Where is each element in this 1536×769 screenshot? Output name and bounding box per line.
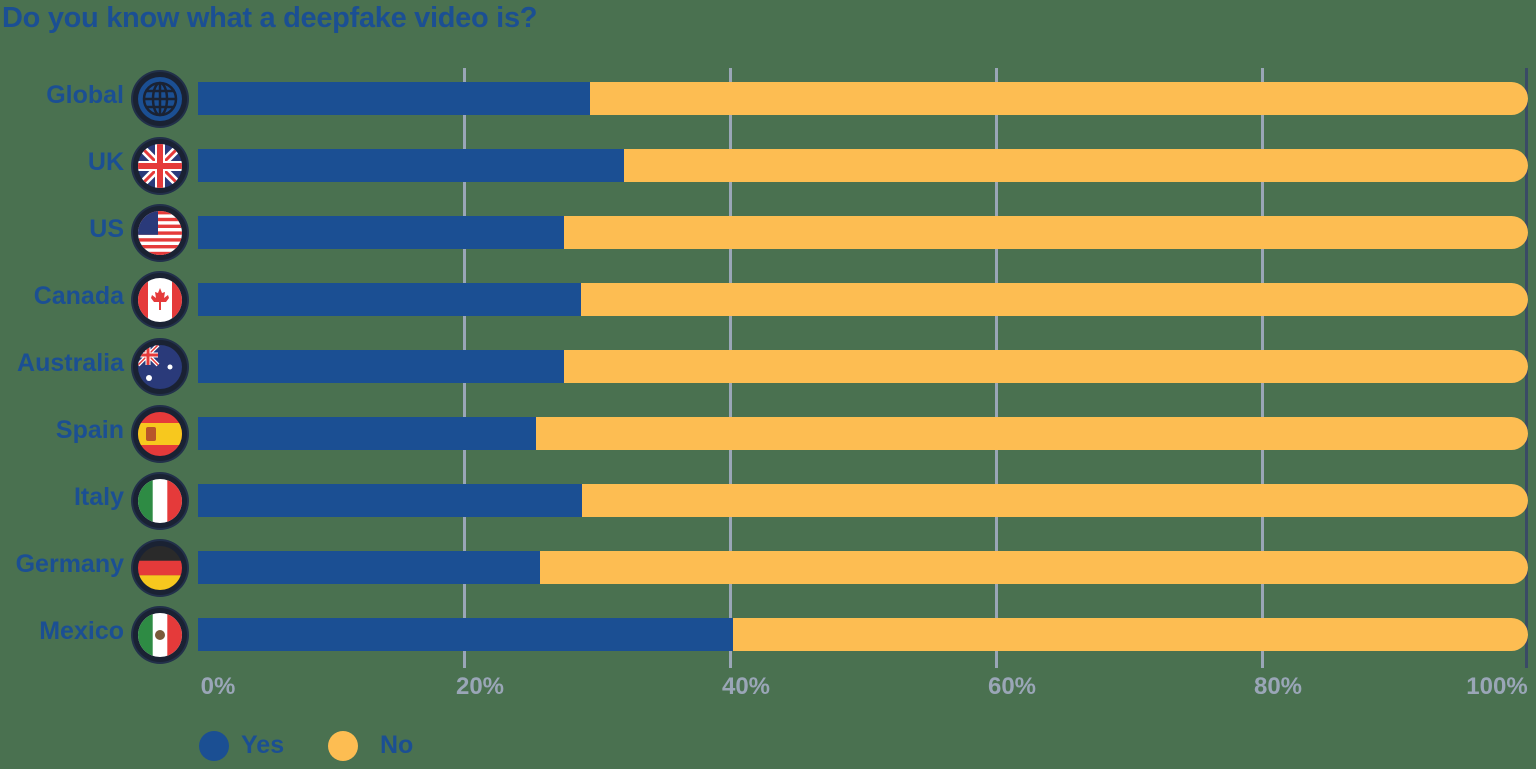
australia-flag-icon [133,340,187,394]
bar-yes[interactable] [198,618,733,651]
chart-row: UK [0,139,1536,193]
bar-yes[interactable] [198,551,540,584]
x-tick: 40% [721,673,771,700]
stacked-bar[interactable] [198,551,1528,584]
chart-row: Italy [0,474,1536,528]
chart-row: Canada [0,273,1536,327]
legend-yes-label: Yes [241,731,285,759]
bar-no[interactable] [564,350,1528,383]
bar-yes[interactable] [198,283,581,316]
stacked-bar[interactable] [198,216,1528,249]
bar-yes[interactable] [198,216,564,249]
bar-no[interactable] [582,484,1528,517]
legend-no-label: No [380,731,414,759]
bar-no[interactable] [564,216,1528,249]
stacked-bar[interactable] [198,149,1528,182]
bar-no[interactable] [540,551,1528,584]
row-label: Global [46,81,124,109]
bar-yes[interactable] [198,149,624,182]
bar-yes[interactable] [198,417,536,450]
legend-yes-swatch [199,731,229,761]
chart-row: Germany [0,541,1536,595]
row-label: Spain [55,416,124,444]
stacked-bar[interactable] [198,417,1528,450]
chart-title: Do you know what a deepfake video is? [2,2,538,34]
row-label: Canada [33,282,124,310]
chart-row: Mexico [0,608,1536,662]
bar-no[interactable] [733,618,1528,651]
canada-flag-icon [133,273,187,327]
stacked-bar[interactable] [198,484,1528,517]
mexico-flag-icon [133,608,187,662]
stacked-bar[interactable] [198,618,1528,651]
germany-flag-icon [133,541,187,595]
row-label: UK [87,148,124,176]
chart-row: Australia [0,340,1536,394]
chart-row: Spain [0,407,1536,461]
bar-no[interactable] [590,82,1528,115]
spain-flag-icon [133,407,187,461]
x-tick: 0% [200,673,236,700]
bar-yes[interactable] [198,350,564,383]
x-tick: 100% [1466,673,1528,700]
chart-row: Global [0,72,1536,126]
chart-row: US [0,206,1536,260]
row-label: Italy [73,483,124,511]
stacked-bar[interactable] [198,82,1528,115]
bar-no[interactable] [624,149,1528,182]
row-label: Australia [17,349,124,377]
globe-icon [133,72,187,126]
row-label: Germany [15,550,124,578]
row-label: Mexico [39,617,124,645]
bar-yes[interactable] [198,484,582,517]
x-tick: 60% [987,673,1037,700]
italy-flag-icon [133,474,187,528]
uk-flag-icon [133,139,187,193]
row-label: US [89,215,124,243]
x-tick: 20% [455,673,505,700]
bar-yes[interactable] [198,82,590,115]
stacked-bar[interactable] [198,350,1528,383]
legend-no-swatch [328,731,358,761]
x-tick: 80% [1253,673,1303,700]
bar-no[interactable] [536,417,1528,450]
stacked-bar[interactable] [198,283,1528,316]
us-flag-icon [133,206,187,260]
bar-no[interactable] [581,283,1528,316]
